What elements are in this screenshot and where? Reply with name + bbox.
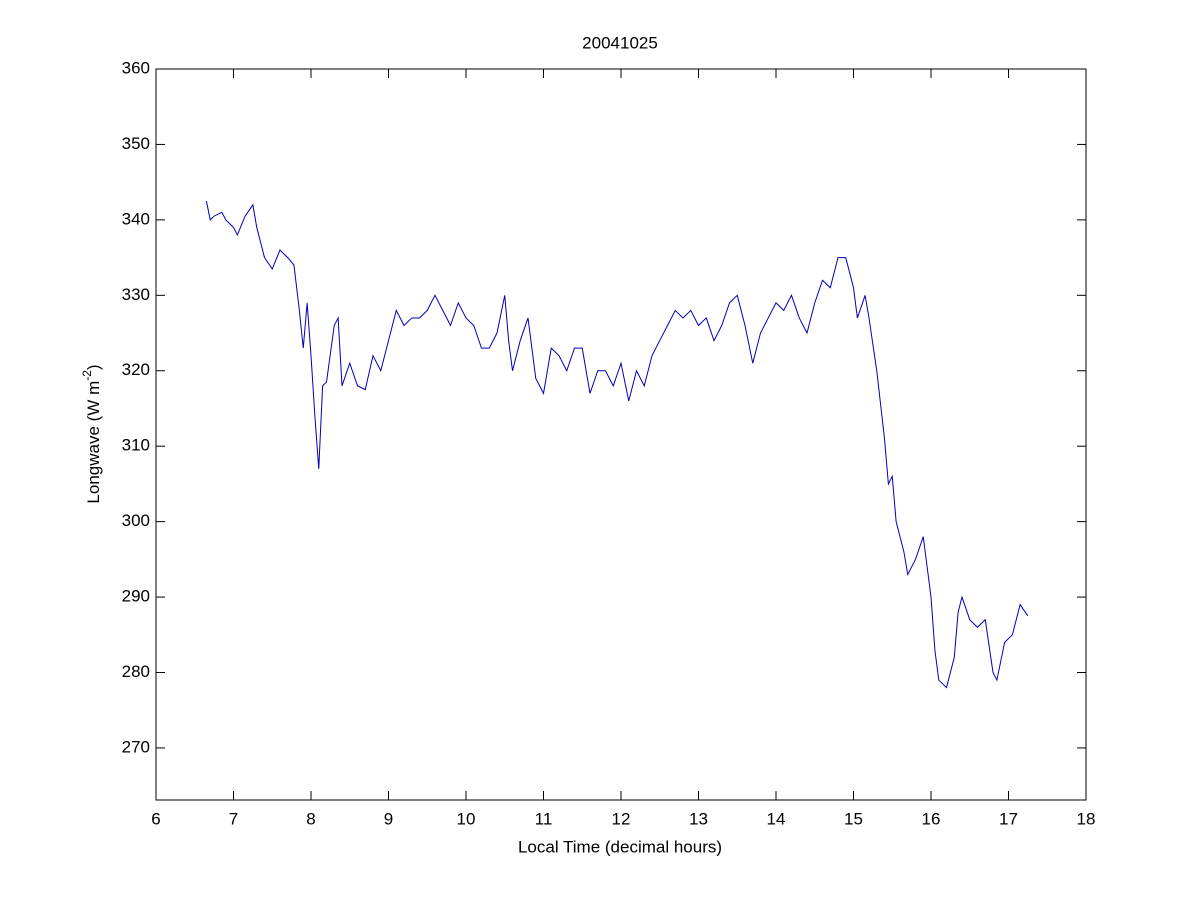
y-axis-label-text: ) <box>84 364 103 370</box>
x-tick-label: 17 <box>999 809 1018 828</box>
x-tick-label: 18 <box>1077 809 1096 828</box>
y-axis-label: Longwave (W m-2) <box>80 364 103 503</box>
data-line <box>205 200 1029 689</box>
y-axis-label-superscript: -2 <box>80 370 94 381</box>
y-tick-label: 350 <box>122 134 150 153</box>
y-tick-label: 360 <box>122 58 150 77</box>
y-tick-label: 340 <box>122 209 150 228</box>
x-tick-label: 8 <box>306 809 315 828</box>
x-tick-label: 12 <box>612 809 631 828</box>
y-tick-label: 290 <box>122 587 150 606</box>
y-tick-label: 320 <box>122 360 150 379</box>
y-tick-label: 310 <box>122 436 150 455</box>
y-tick-label: 330 <box>122 285 150 304</box>
y-axis-label-text: Longwave (W m <box>84 381 103 504</box>
x-tick-label: 11 <box>535 809 553 828</box>
y-tick-label: 270 <box>122 737 150 756</box>
x-tick-label: 15 <box>844 809 863 828</box>
plot-area <box>155 68 1087 801</box>
chart-title: 20041025 <box>582 33 658 52</box>
x-tick-label: 7 <box>229 809 238 828</box>
x-tick-label: 13 <box>689 809 708 828</box>
x-axis-label: Local Time (decimal hours) <box>518 837 722 856</box>
x-tick-label: 16 <box>922 809 941 828</box>
x-tick-label: 14 <box>767 809 786 828</box>
x-tick-label: 9 <box>384 809 393 828</box>
y-tick-label: 300 <box>122 511 150 530</box>
y-tick-label: 280 <box>122 662 150 681</box>
x-tick-label: 10 <box>457 809 476 828</box>
x-tick-label: 6 <box>151 809 160 828</box>
